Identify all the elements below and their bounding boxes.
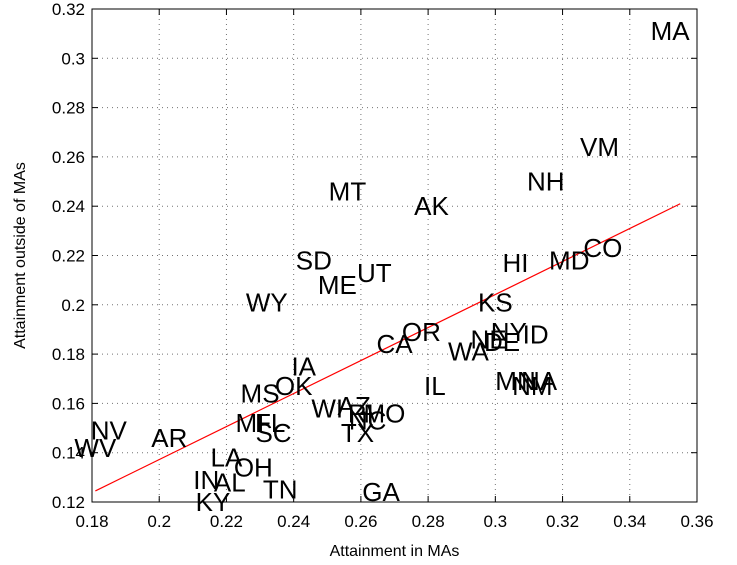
point-label-tx: TX: [341, 418, 374, 448]
point-label-ca: CA: [376, 329, 413, 359]
point-label-or: OR: [402, 317, 441, 347]
point-label-ny: NY: [491, 317, 527, 347]
point-label-az: AZ: [338, 391, 371, 421]
point-label-ga: GA: [362, 477, 400, 507]
point-label-wi: WI: [311, 393, 343, 423]
x-tick-label: 0.22: [210, 512, 243, 531]
x-tick-label: 0.24: [277, 512, 310, 531]
point-label-mn: MN: [495, 366, 535, 396]
x-tick-label: 0.26: [344, 512, 377, 531]
point-label-mt: MT: [329, 176, 367, 206]
point-label-nc: NC: [349, 406, 387, 436]
point-label-ms: MS: [241, 379, 280, 409]
point-label-ar: AR: [151, 423, 187, 453]
x-axis-ticks: 0.18 0.2 0.22 0.24 0.26 0.28 0.3 0.32 0.34 0.36: [75, 9, 714, 531]
grid-layer: [92, 9, 697, 502]
y-tick-label: 0.18: [52, 345, 85, 364]
point-label-mo: MO: [363, 398, 405, 428]
fit-line-layer: [95, 203, 681, 492]
point-label-tn: TN: [263, 475, 298, 505]
y-tick-label: 0.2: [61, 296, 85, 315]
y-tick-label: 0.14: [52, 444, 85, 463]
y-tick-label: 0.3: [61, 49, 85, 68]
point-label-hi: HI: [503, 248, 529, 278]
point-label-ne: NE: [471, 324, 507, 354]
point-label-sc: SC: [255, 418, 291, 448]
y-axis-title: Attainment outside of MAs: [12, 162, 29, 349]
point-label-ia: IA: [291, 351, 316, 381]
y-axis-ticks: 0.12 0.14 0.16 0.18 0.2 0.22 0.24 0.26 0.28 0.3 0.…: [52, 0, 697, 512]
point-label-ak: AK: [414, 191, 449, 221]
point-label-al: AL: [214, 467, 246, 497]
point-label-la: LA: [211, 443, 243, 473]
point-label-na: NA: [521, 366, 558, 396]
point-label-ok: OK: [275, 371, 313, 401]
x-tick-label: 0.18: [75, 512, 108, 531]
point-label-me: ME: [318, 270, 357, 300]
point-label-ut: UT: [357, 258, 392, 288]
y-tick-label: 0.26: [52, 148, 85, 167]
point-label-oh: OH: [234, 452, 273, 482]
point-label-id: ID: [523, 319, 549, 349]
point-label-de: DE: [484, 327, 520, 357]
point-label-ma: MA: [651, 16, 691, 46]
point-label-nm: NM: [512, 371, 552, 401]
point-label-vm: VM: [580, 132, 619, 162]
point-label-wa: WA: [448, 337, 490, 367]
point-label-in: IN: [193, 465, 219, 495]
point-label-ri: RI: [348, 398, 374, 428]
point-label-wy: WY: [246, 287, 288, 317]
x-axis-title: Attainment in MAs: [330, 543, 460, 560]
y-tick-label: 0.16: [52, 394, 85, 413]
point-label-il: IL: [424, 371, 446, 401]
point-label-co: CO: [583, 233, 622, 263]
point-label-md: MD: [549, 245, 589, 275]
x-tick-label: 0.28: [412, 512, 445, 531]
y-tick-label: 0.32: [52, 0, 85, 19]
point-label-ks: KS: [478, 287, 513, 317]
fit-line: [95, 203, 681, 492]
point-label-sd: SD: [296, 245, 332, 275]
x-tick-label: 0.32: [546, 512, 579, 531]
point-label-nv: NV: [91, 416, 128, 446]
point-label-nh: NH: [527, 167, 565, 197]
y-tick-label: 0.22: [52, 247, 85, 266]
x-tick-label: 0.2: [147, 512, 171, 531]
point-label-wv: WV: [74, 433, 117, 463]
x-tick-label: 0.3: [484, 512, 508, 531]
x-tick-label: 0.34: [613, 512, 646, 531]
x-tick-label: 0.36: [680, 512, 713, 531]
y-tick-label: 0.28: [52, 99, 85, 118]
y-tick-label: 0.24: [52, 197, 85, 216]
point-label-mi: MI: [236, 408, 265, 438]
y-tick-label: 0.12: [52, 493, 85, 512]
point-label-fl: FL: [255, 408, 285, 438]
